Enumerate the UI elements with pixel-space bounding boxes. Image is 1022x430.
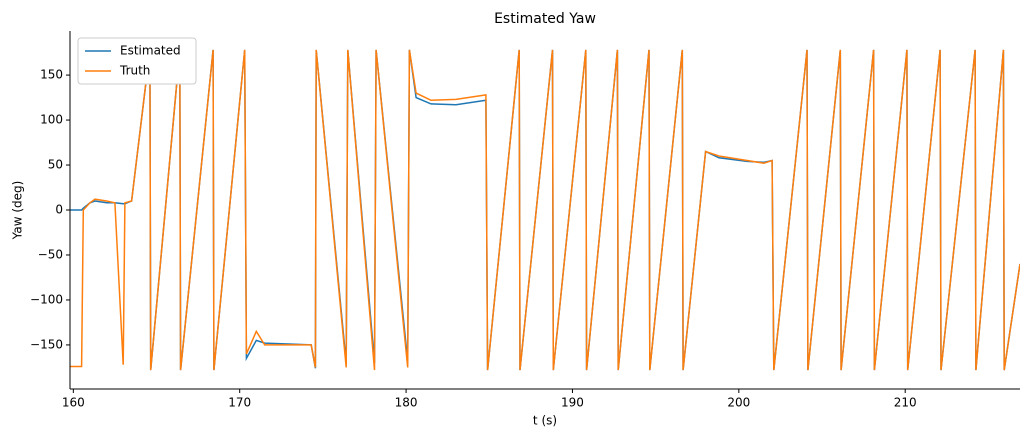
y-axis-label: Yaw (deg) bbox=[11, 181, 25, 241]
y-tick-label: 50 bbox=[48, 158, 63, 172]
x-axis-label: t (s) bbox=[533, 414, 557, 428]
x-tick-label: 170 bbox=[228, 396, 251, 410]
y-tick-label: 100 bbox=[40, 113, 63, 127]
x-tick-label: 200 bbox=[727, 396, 750, 410]
legend-box bbox=[77, 37, 197, 85]
y-tick-label: −150 bbox=[30, 337, 63, 351]
y-tick-label: −100 bbox=[30, 292, 63, 306]
x-tick-label: 160 bbox=[62, 396, 85, 410]
y-tick-label: −50 bbox=[38, 247, 63, 261]
chart-title: Estimated Yaw bbox=[494, 11, 596, 27]
y-tick-label: 0 bbox=[55, 203, 63, 217]
x-tick-label: 180 bbox=[395, 396, 418, 410]
series-line bbox=[70, 49, 1020, 371]
legend-label: Truth bbox=[119, 64, 150, 78]
y-tick-label: 150 bbox=[40, 68, 63, 82]
legend-label: Estimated bbox=[120, 44, 181, 58]
x-tick-label: 210 bbox=[894, 396, 917, 410]
x-tick-label: 190 bbox=[561, 396, 584, 410]
